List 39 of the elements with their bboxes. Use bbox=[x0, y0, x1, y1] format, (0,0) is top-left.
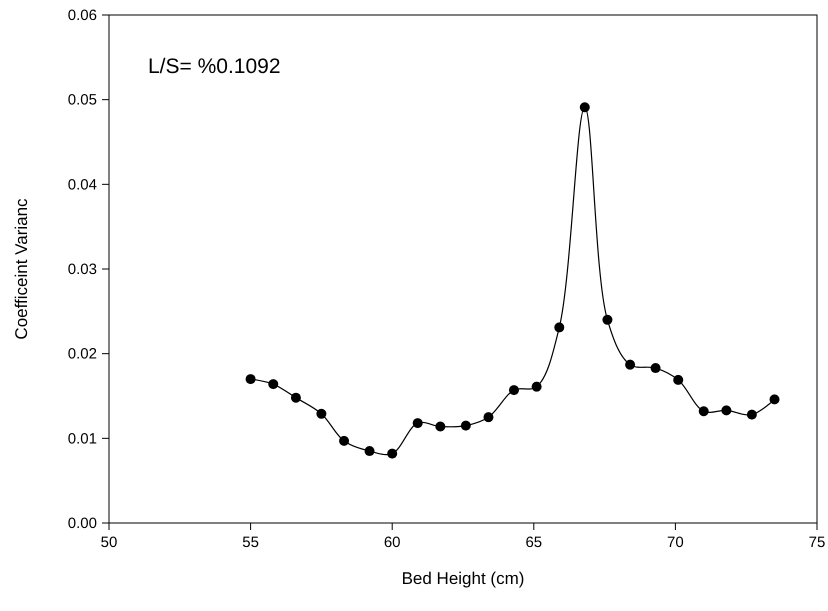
x-axis-title: Bed Height (cm) bbox=[402, 569, 524, 588]
x-tick-label: 60 bbox=[384, 534, 401, 551]
point bbox=[412, 418, 423, 428]
point bbox=[746, 410, 757, 420]
y-tick-label: 0.02 bbox=[68, 346, 97, 363]
y-tick-label: 0.01 bbox=[68, 430, 97, 448]
point bbox=[673, 374, 684, 385]
point bbox=[625, 360, 636, 370]
point bbox=[435, 421, 446, 432]
point bbox=[268, 379, 278, 390]
y-tick-label: 0.05 bbox=[68, 92, 97, 109]
point bbox=[698, 406, 709, 416]
x-tick-label: 70 bbox=[667, 534, 684, 551]
x-tick-label: 55 bbox=[242, 534, 259, 551]
y-tick-label: 0.00 bbox=[68, 515, 97, 532]
point bbox=[364, 446, 375, 456]
y-tick-label: 0.04 bbox=[68, 176, 97, 194]
y-tick-label: 0.03 bbox=[68, 261, 97, 278]
point bbox=[483, 412, 494, 422]
point bbox=[721, 405, 732, 416]
point bbox=[602, 314, 612, 325]
y-axis-title: Coefficeint Varianc bbox=[12, 198, 31, 340]
x-tick-label: 50 bbox=[100, 534, 118, 551]
point bbox=[290, 392, 301, 403]
point bbox=[316, 408, 326, 419]
point bbox=[246, 374, 256, 384]
point bbox=[387, 448, 398, 459]
point bbox=[554, 322, 564, 332]
point bbox=[770, 394, 780, 404]
point bbox=[460, 420, 471, 431]
point bbox=[532, 382, 542, 392]
y-tick-label: 0.06 bbox=[68, 7, 97, 24]
point bbox=[339, 436, 350, 446]
point bbox=[580, 102, 590, 112]
annotation: L/S= %0.1092 bbox=[148, 55, 281, 78]
point bbox=[650, 363, 661, 374]
x-tick-label: 65 bbox=[525, 534, 542, 551]
x-tick-label: 75 bbox=[808, 534, 826, 551]
point bbox=[508, 385, 519, 396]
